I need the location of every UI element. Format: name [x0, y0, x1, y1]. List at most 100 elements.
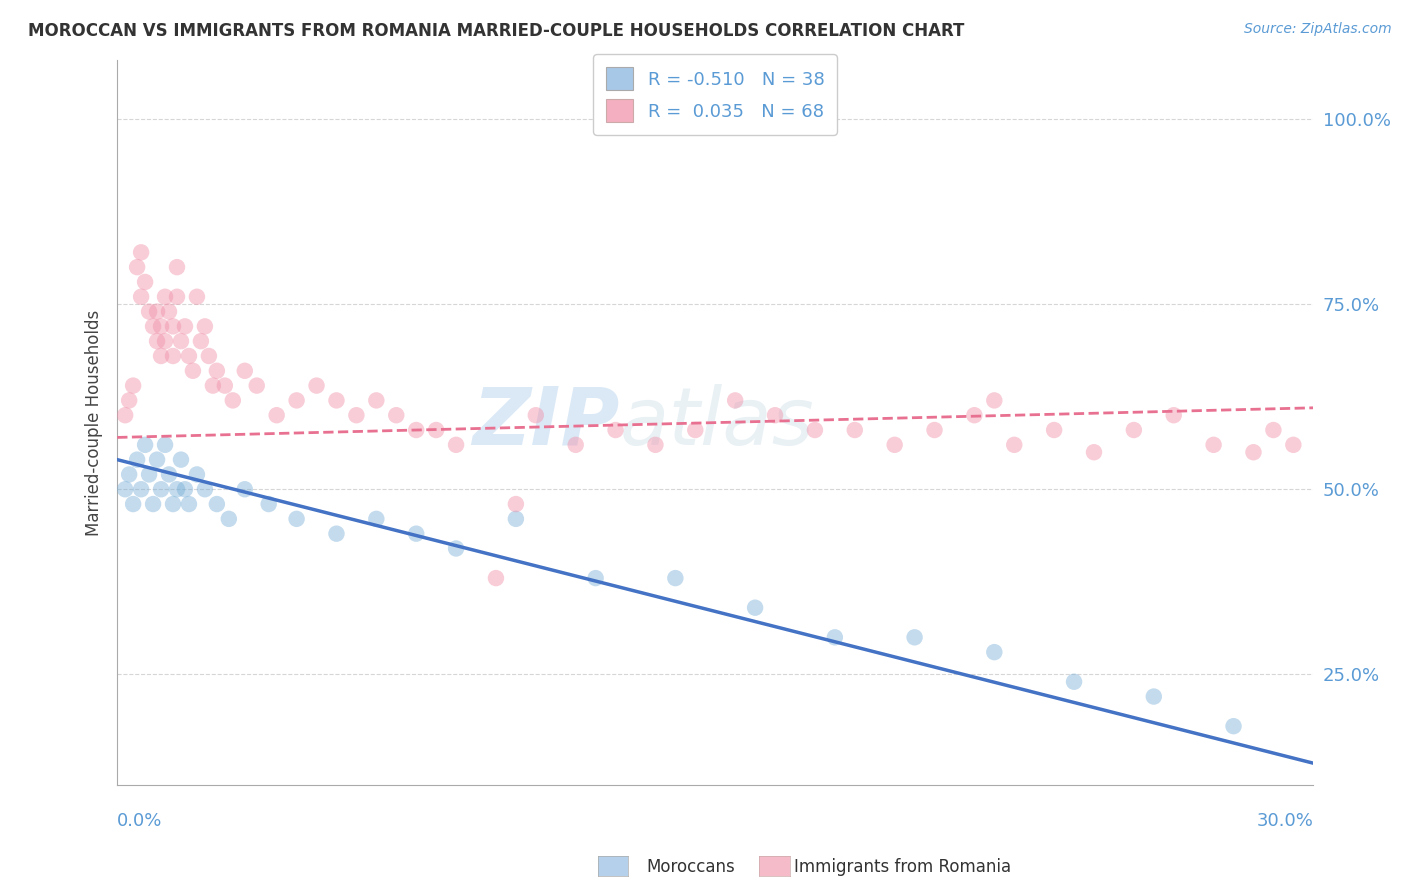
Point — [1002, 438, 1025, 452]
Point — [162, 319, 184, 334]
Point — [170, 452, 193, 467]
Point — [201, 378, 224, 392]
Point — [166, 290, 188, 304]
Point — [405, 423, 427, 437]
Point — [138, 304, 160, 318]
Point — [233, 482, 256, 496]
Point — [524, 408, 547, 422]
Point — [644, 438, 666, 452]
Point — [903, 630, 925, 644]
Point — [129, 290, 152, 304]
Point — [1263, 423, 1285, 437]
Point — [127, 260, 149, 274]
Point — [385, 408, 408, 422]
Point — [134, 275, 156, 289]
Point — [174, 482, 197, 496]
Point — [222, 393, 245, 408]
Point — [150, 319, 173, 334]
Y-axis label: Married-couple Households: Married-couple Households — [86, 310, 103, 536]
Point — [505, 512, 527, 526]
Point — [218, 512, 240, 526]
Point — [190, 334, 212, 348]
Point — [157, 304, 180, 318]
Point — [724, 393, 747, 408]
Text: 0.0%: 0.0% — [117, 812, 163, 830]
Point — [266, 408, 288, 422]
Point — [485, 571, 508, 585]
Point — [883, 438, 905, 452]
Point — [129, 482, 152, 496]
Point — [366, 393, 388, 408]
Point — [257, 497, 280, 511]
Point — [157, 467, 180, 482]
Text: Moroccans: Moroccans — [647, 858, 735, 876]
Point — [685, 423, 707, 437]
Point — [146, 334, 169, 348]
Point — [118, 393, 141, 408]
Point — [763, 408, 786, 422]
Point — [1143, 690, 1166, 704]
Point — [205, 497, 228, 511]
Point — [605, 423, 627, 437]
Point — [246, 378, 269, 392]
Point — [214, 378, 236, 392]
Text: Immigrants from Romania: Immigrants from Romania — [794, 858, 1011, 876]
Point — [804, 423, 827, 437]
Point — [325, 393, 347, 408]
Point — [127, 452, 149, 467]
Point — [166, 260, 188, 274]
Point — [425, 423, 447, 437]
Point — [1202, 438, 1225, 452]
Point — [142, 319, 165, 334]
Point — [114, 408, 136, 422]
Text: MOROCCAN VS IMMIGRANTS FROM ROMANIA MARRIED-COUPLE HOUSEHOLDS CORRELATION CHART: MOROCCAN VS IMMIGRANTS FROM ROMANIA MARR… — [28, 22, 965, 40]
Point — [181, 364, 204, 378]
Point — [1043, 423, 1066, 437]
Point — [585, 571, 607, 585]
Point — [142, 497, 165, 511]
Point — [162, 497, 184, 511]
Point — [194, 319, 217, 334]
Point — [114, 482, 136, 496]
Point — [174, 319, 197, 334]
Point — [505, 497, 527, 511]
Text: ZIP: ZIP — [472, 384, 620, 462]
Point — [153, 334, 176, 348]
Point — [285, 512, 308, 526]
Point — [134, 438, 156, 452]
Point — [177, 349, 200, 363]
Point — [983, 645, 1005, 659]
Point — [924, 423, 946, 437]
Point — [146, 304, 169, 318]
Point — [186, 290, 208, 304]
Point — [150, 349, 173, 363]
Point — [153, 290, 176, 304]
Text: atlas: atlas — [620, 384, 814, 462]
Point — [1063, 674, 1085, 689]
Point — [285, 393, 308, 408]
Point — [170, 334, 193, 348]
Point — [444, 438, 467, 452]
Legend: R = -0.510   N = 38, R =  0.035   N = 68: R = -0.510 N = 38, R = 0.035 N = 68 — [593, 54, 837, 135]
Point — [844, 423, 866, 437]
Point — [564, 438, 586, 452]
Point — [194, 482, 217, 496]
Text: 30.0%: 30.0% — [1257, 812, 1313, 830]
Point — [153, 438, 176, 452]
Point — [186, 467, 208, 482]
Point — [233, 364, 256, 378]
Point — [444, 541, 467, 556]
Point — [1083, 445, 1105, 459]
Point — [1163, 408, 1185, 422]
Point — [177, 497, 200, 511]
Point — [366, 512, 388, 526]
Point — [344, 408, 367, 422]
Point — [205, 364, 228, 378]
Text: Source: ZipAtlas.com: Source: ZipAtlas.com — [1244, 22, 1392, 37]
Point — [1222, 719, 1244, 733]
Point — [1243, 445, 1265, 459]
Point — [1122, 423, 1144, 437]
Point — [983, 393, 1005, 408]
Point — [150, 482, 173, 496]
Point — [744, 600, 766, 615]
